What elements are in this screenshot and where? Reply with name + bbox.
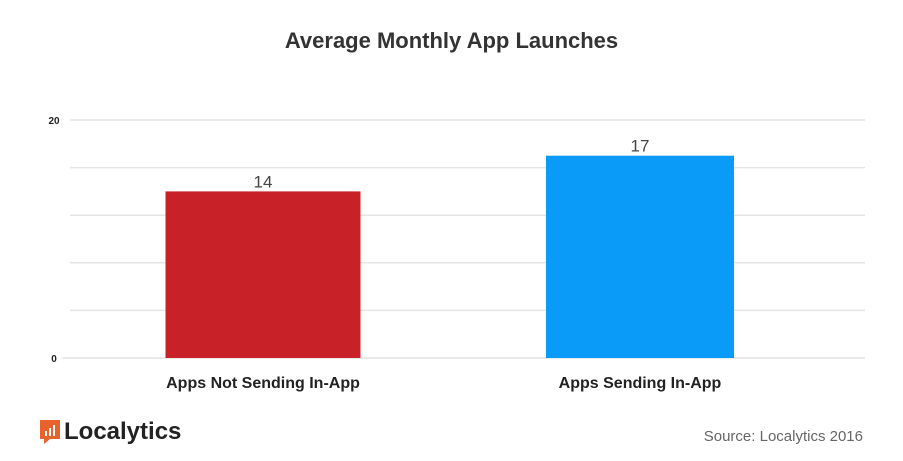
y-tick-label: 0 bbox=[51, 354, 57, 365]
logo-icon bbox=[40, 420, 60, 444]
source-note: Source: Localytics 2016 bbox=[703, 428, 863, 445]
bar bbox=[546, 155, 734, 358]
localytics-logo: Localytics bbox=[40, 418, 181, 446]
data-label: 14 bbox=[254, 172, 273, 191]
y-tick-label: 20 bbox=[48, 116, 60, 127]
chart-title: Average Monthly App Launches bbox=[284, 28, 619, 53]
bar bbox=[165, 191, 361, 358]
x-tick-label: Apps Sending In-App bbox=[559, 375, 722, 392]
data-label: 17 bbox=[631, 137, 650, 156]
x-tick-label: Apps Not Sending In-App bbox=[166, 375, 360, 392]
logo-text: Localytics bbox=[64, 418, 182, 445]
